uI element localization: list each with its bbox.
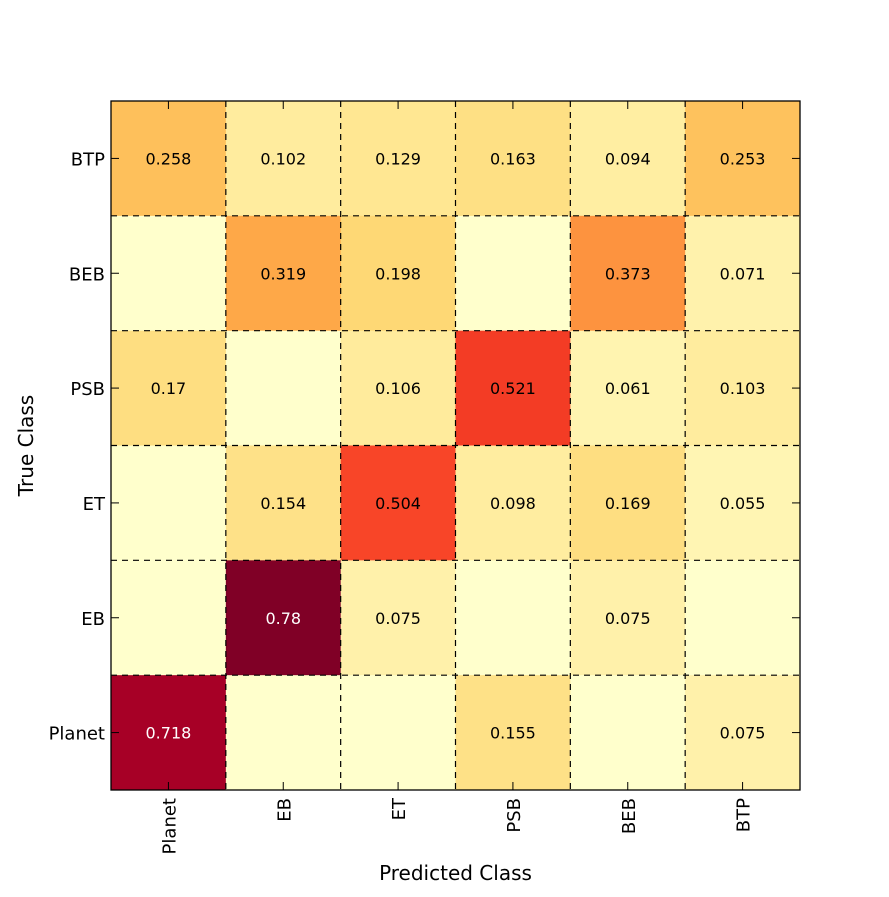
heatmap-cell xyxy=(455,330,571,446)
heatmap-cell xyxy=(455,215,571,332)
y-tick-label: ET xyxy=(83,494,106,515)
heatmap-cell xyxy=(111,445,227,561)
heatmap-cell xyxy=(111,215,227,332)
cell-value-label: 0.163 xyxy=(490,149,536,168)
cell-value-label: 0.075 xyxy=(375,609,421,628)
cell-value-label: 0.106 xyxy=(375,379,421,398)
heatmap-cell xyxy=(570,330,686,446)
heatmap-cell xyxy=(340,675,456,791)
cell-value-label: 0.504 xyxy=(375,494,421,513)
plot-frame xyxy=(110,100,801,791)
cell-value-label: 0.258 xyxy=(146,149,192,168)
heatmap-cell xyxy=(455,445,571,561)
heatmap-cell xyxy=(225,445,342,561)
heatmap-cell xyxy=(455,101,571,217)
y-tick-label: Planet xyxy=(49,724,105,745)
x-axis-label: Predicted Class xyxy=(379,861,532,885)
heatmap-cell xyxy=(111,330,227,446)
cell-value-label: 0.521 xyxy=(490,379,536,398)
cell-value-label: 0.071 xyxy=(720,264,766,283)
heatmap-cell xyxy=(570,675,686,791)
cell-value-label: 0.055 xyxy=(720,494,766,513)
heatmap-cell xyxy=(225,101,342,217)
heatmap-cell xyxy=(685,675,801,791)
heatmap-grid xyxy=(111,101,800,790)
cell-value-label: 0.075 xyxy=(605,609,651,628)
x-tick-label: BTP xyxy=(734,798,755,832)
heatmap-cell xyxy=(685,215,801,332)
heatmap-cell xyxy=(340,560,456,676)
y-tick-label: BEB xyxy=(69,264,105,285)
heatmap-cell xyxy=(570,101,686,217)
y-tick-label: PSB xyxy=(70,379,105,400)
heatmap-cell xyxy=(340,445,456,561)
heatmap-cell xyxy=(570,560,686,676)
heatmap-cell xyxy=(111,675,227,791)
cell-value-labels: 0.258 0.102 0.129 0.163 0.094 0.253 0.319 0.198… xyxy=(146,149,766,742)
x-tick-label: Planet xyxy=(159,798,180,854)
cell-value-label: 0.198 xyxy=(375,264,421,283)
heatmap-cell xyxy=(340,330,456,446)
heatmap-cell xyxy=(225,560,342,676)
cell-value-label: 0.17 xyxy=(151,379,187,398)
heatmap-cell xyxy=(111,560,227,676)
heatmap-cell xyxy=(340,215,456,332)
cell-value-label: 0.103 xyxy=(720,379,766,398)
cell-value-label: 0.098 xyxy=(490,494,536,513)
y-tick-label: BTP xyxy=(71,149,105,170)
cell-value-label: 0.373 xyxy=(605,264,651,283)
cell-value-label: 0.319 xyxy=(260,264,306,283)
x-tick-label: BEB xyxy=(619,798,640,834)
cell-value-label: 0.061 xyxy=(605,379,651,398)
cell-value-label: 0.78 xyxy=(265,609,301,628)
heatmap-cell xyxy=(685,560,801,676)
x-tick-label: PSB xyxy=(504,798,525,833)
cell-value-label: 0.155 xyxy=(490,724,536,743)
cell-value-label: 0.169 xyxy=(605,494,651,513)
cell-value-label: 0.102 xyxy=(260,149,306,168)
heatmap-cell xyxy=(111,101,227,217)
heatmap-cell xyxy=(225,215,342,332)
heatmap-cell xyxy=(570,215,686,332)
cell-value-label: 0.075 xyxy=(720,724,766,743)
cell-value-label: 0.094 xyxy=(605,149,651,168)
heatmap-cell xyxy=(340,101,456,217)
heatmap-cell xyxy=(455,560,571,676)
cell-value-label: 0.253 xyxy=(720,149,766,168)
x-tick-label: ET xyxy=(389,797,410,820)
cell-value-label: 0.154 xyxy=(260,494,306,513)
cell-value-label: 0.129 xyxy=(375,149,421,168)
heatmap-cell xyxy=(225,330,342,446)
cell-value-label: 0.718 xyxy=(146,724,192,743)
y-axis-label: True Class xyxy=(14,395,38,497)
heatmap-cell xyxy=(685,330,801,446)
x-tick-label: EB xyxy=(274,798,295,822)
heatmap-cell xyxy=(685,101,801,217)
heatmap-cell xyxy=(225,675,342,791)
heatmap-cell xyxy=(685,445,801,561)
heatmap-cell xyxy=(455,675,571,791)
axis-ticks: BTP BEB PSB ET EB Planet Planet EB ET PSB BEB BTP xyxy=(49,101,800,854)
heatmap-cell xyxy=(570,445,686,561)
heatmap-cells xyxy=(111,101,801,791)
y-tick-label: EB xyxy=(81,609,105,630)
